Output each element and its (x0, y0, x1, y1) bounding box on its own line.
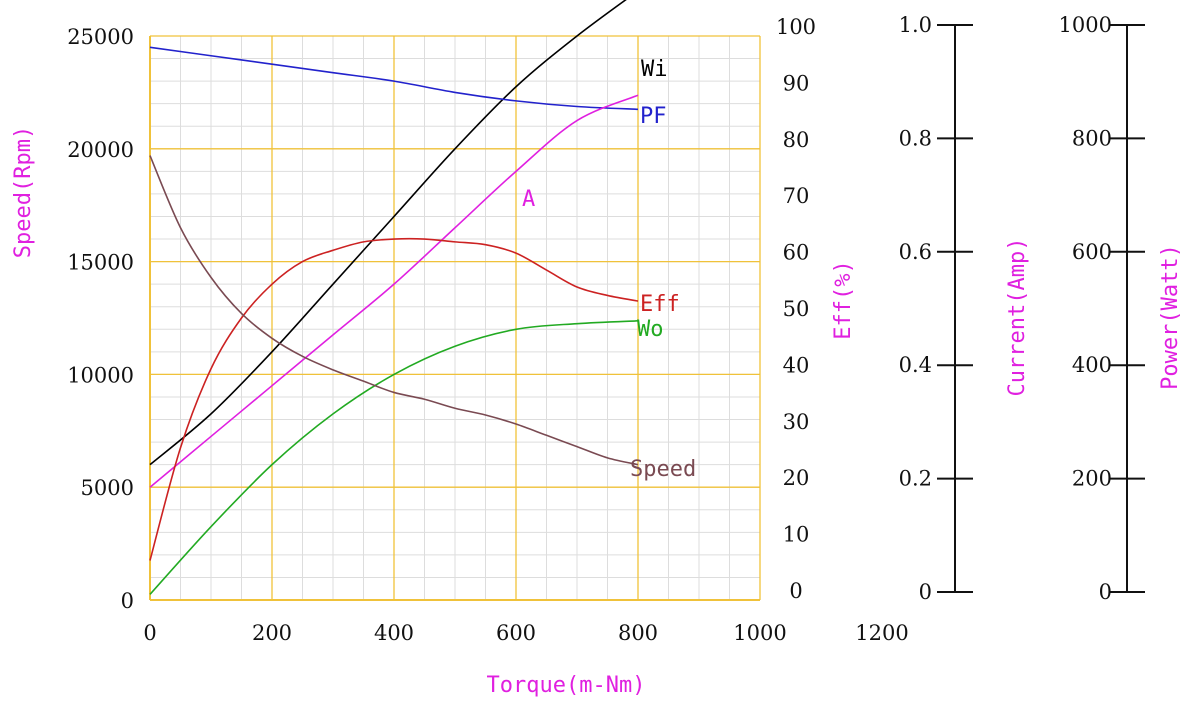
series-line-pf (149, 46, 639, 111)
series-label-pf: PF (640, 104, 667, 129)
eff-tick-label: 10 (783, 523, 810, 547)
power-tick-label: 400 (1072, 353, 1112, 377)
series-lines (149, 0, 639, 595)
x-tick-label: 800 (618, 621, 658, 645)
speed-tick-labels: 0 5000 10000 15000 20000 25000 (67, 25, 134, 613)
x-tick-label: 200 (252, 621, 292, 645)
eff-axis-title: Eff(%) (831, 260, 856, 339)
eff-tick-labels: 0 10 20 30 40 50 60 70 80 90 100 (776, 15, 816, 603)
speed-tick-label: 5000 (81, 476, 134, 500)
series-line-speed (149, 155, 639, 466)
power-tick-label: 1000 (1059, 13, 1112, 37)
series-label-a: A (522, 187, 535, 212)
series-label-eff: Eff (640, 292, 680, 317)
speed-tick-label: 10000 (67, 363, 134, 387)
series-line-a (149, 94, 639, 488)
eff-tick-label: 60 (783, 241, 810, 265)
series-line-wo (149, 320, 639, 595)
eff-tick-label: 0 (789, 579, 802, 603)
current-tick-label: 1.0 (899, 13, 932, 37)
power-tick-label: 200 (1072, 467, 1112, 491)
x-tick-label: 0 (143, 621, 156, 645)
eff-tick-label: 50 (783, 297, 810, 321)
current-tick-label: 0.4 (899, 353, 932, 377)
eff-tick-label: 90 (783, 71, 810, 95)
current-tick-labels: 0 0.2 0.4 0.6 0.8 1.0 (899, 13, 973, 604)
x-tick-labels: 0 200 400 600 800 1000 1200 (143, 621, 908, 645)
x-tick-label: 400 (374, 621, 414, 645)
axis-lines (149, 25, 1128, 601)
eff-tick-label: 30 (783, 410, 810, 434)
speed-tick-label: 25000 (67, 25, 134, 49)
x-tick-label: 1200 (855, 621, 908, 645)
x-tick-label: 1000 (733, 621, 786, 645)
speed-axis-title: Speed(Rpm) (11, 126, 36, 258)
series-label-speed: Speed (630, 457, 696, 482)
power-tick-label: 600 (1072, 240, 1112, 264)
eff-tick-label: 80 (783, 128, 810, 152)
speed-tick-label: 0 (121, 589, 134, 613)
x-tick-label: 600 (496, 621, 536, 645)
current-tick-label: 0.6 (899, 240, 932, 264)
power-tick-label: 800 (1072, 126, 1112, 150)
current-tick-label: 0.8 (899, 126, 932, 150)
eff-tick-label: 70 (783, 184, 810, 208)
current-tick-label: 0.2 (899, 467, 932, 491)
eff-tick-label: 40 (783, 353, 810, 377)
current-tick-label: 0 (919, 580, 932, 604)
series-line-eff (149, 237, 639, 561)
x-axis-title: Torque(m-Nm) (487, 673, 646, 698)
eff-tick-label: 100 (776, 15, 816, 39)
power-tick-label: 0 (1099, 580, 1112, 604)
power-tick-labels: 0 200 400 600 800 1000 (1059, 13, 1145, 604)
speed-tick-label: 20000 (67, 138, 134, 162)
series-line-wi (149, 0, 627, 466)
eff-tick-label: 20 (783, 466, 810, 490)
speed-tick-label: 15000 (67, 251, 134, 275)
power-axis-title: Power(Watt) (1158, 244, 1183, 390)
series-label-wi: Wi (641, 57, 668, 82)
current-axis-title: Current(Amp) (1005, 238, 1030, 397)
series-label-wo: Wo (637, 317, 664, 342)
